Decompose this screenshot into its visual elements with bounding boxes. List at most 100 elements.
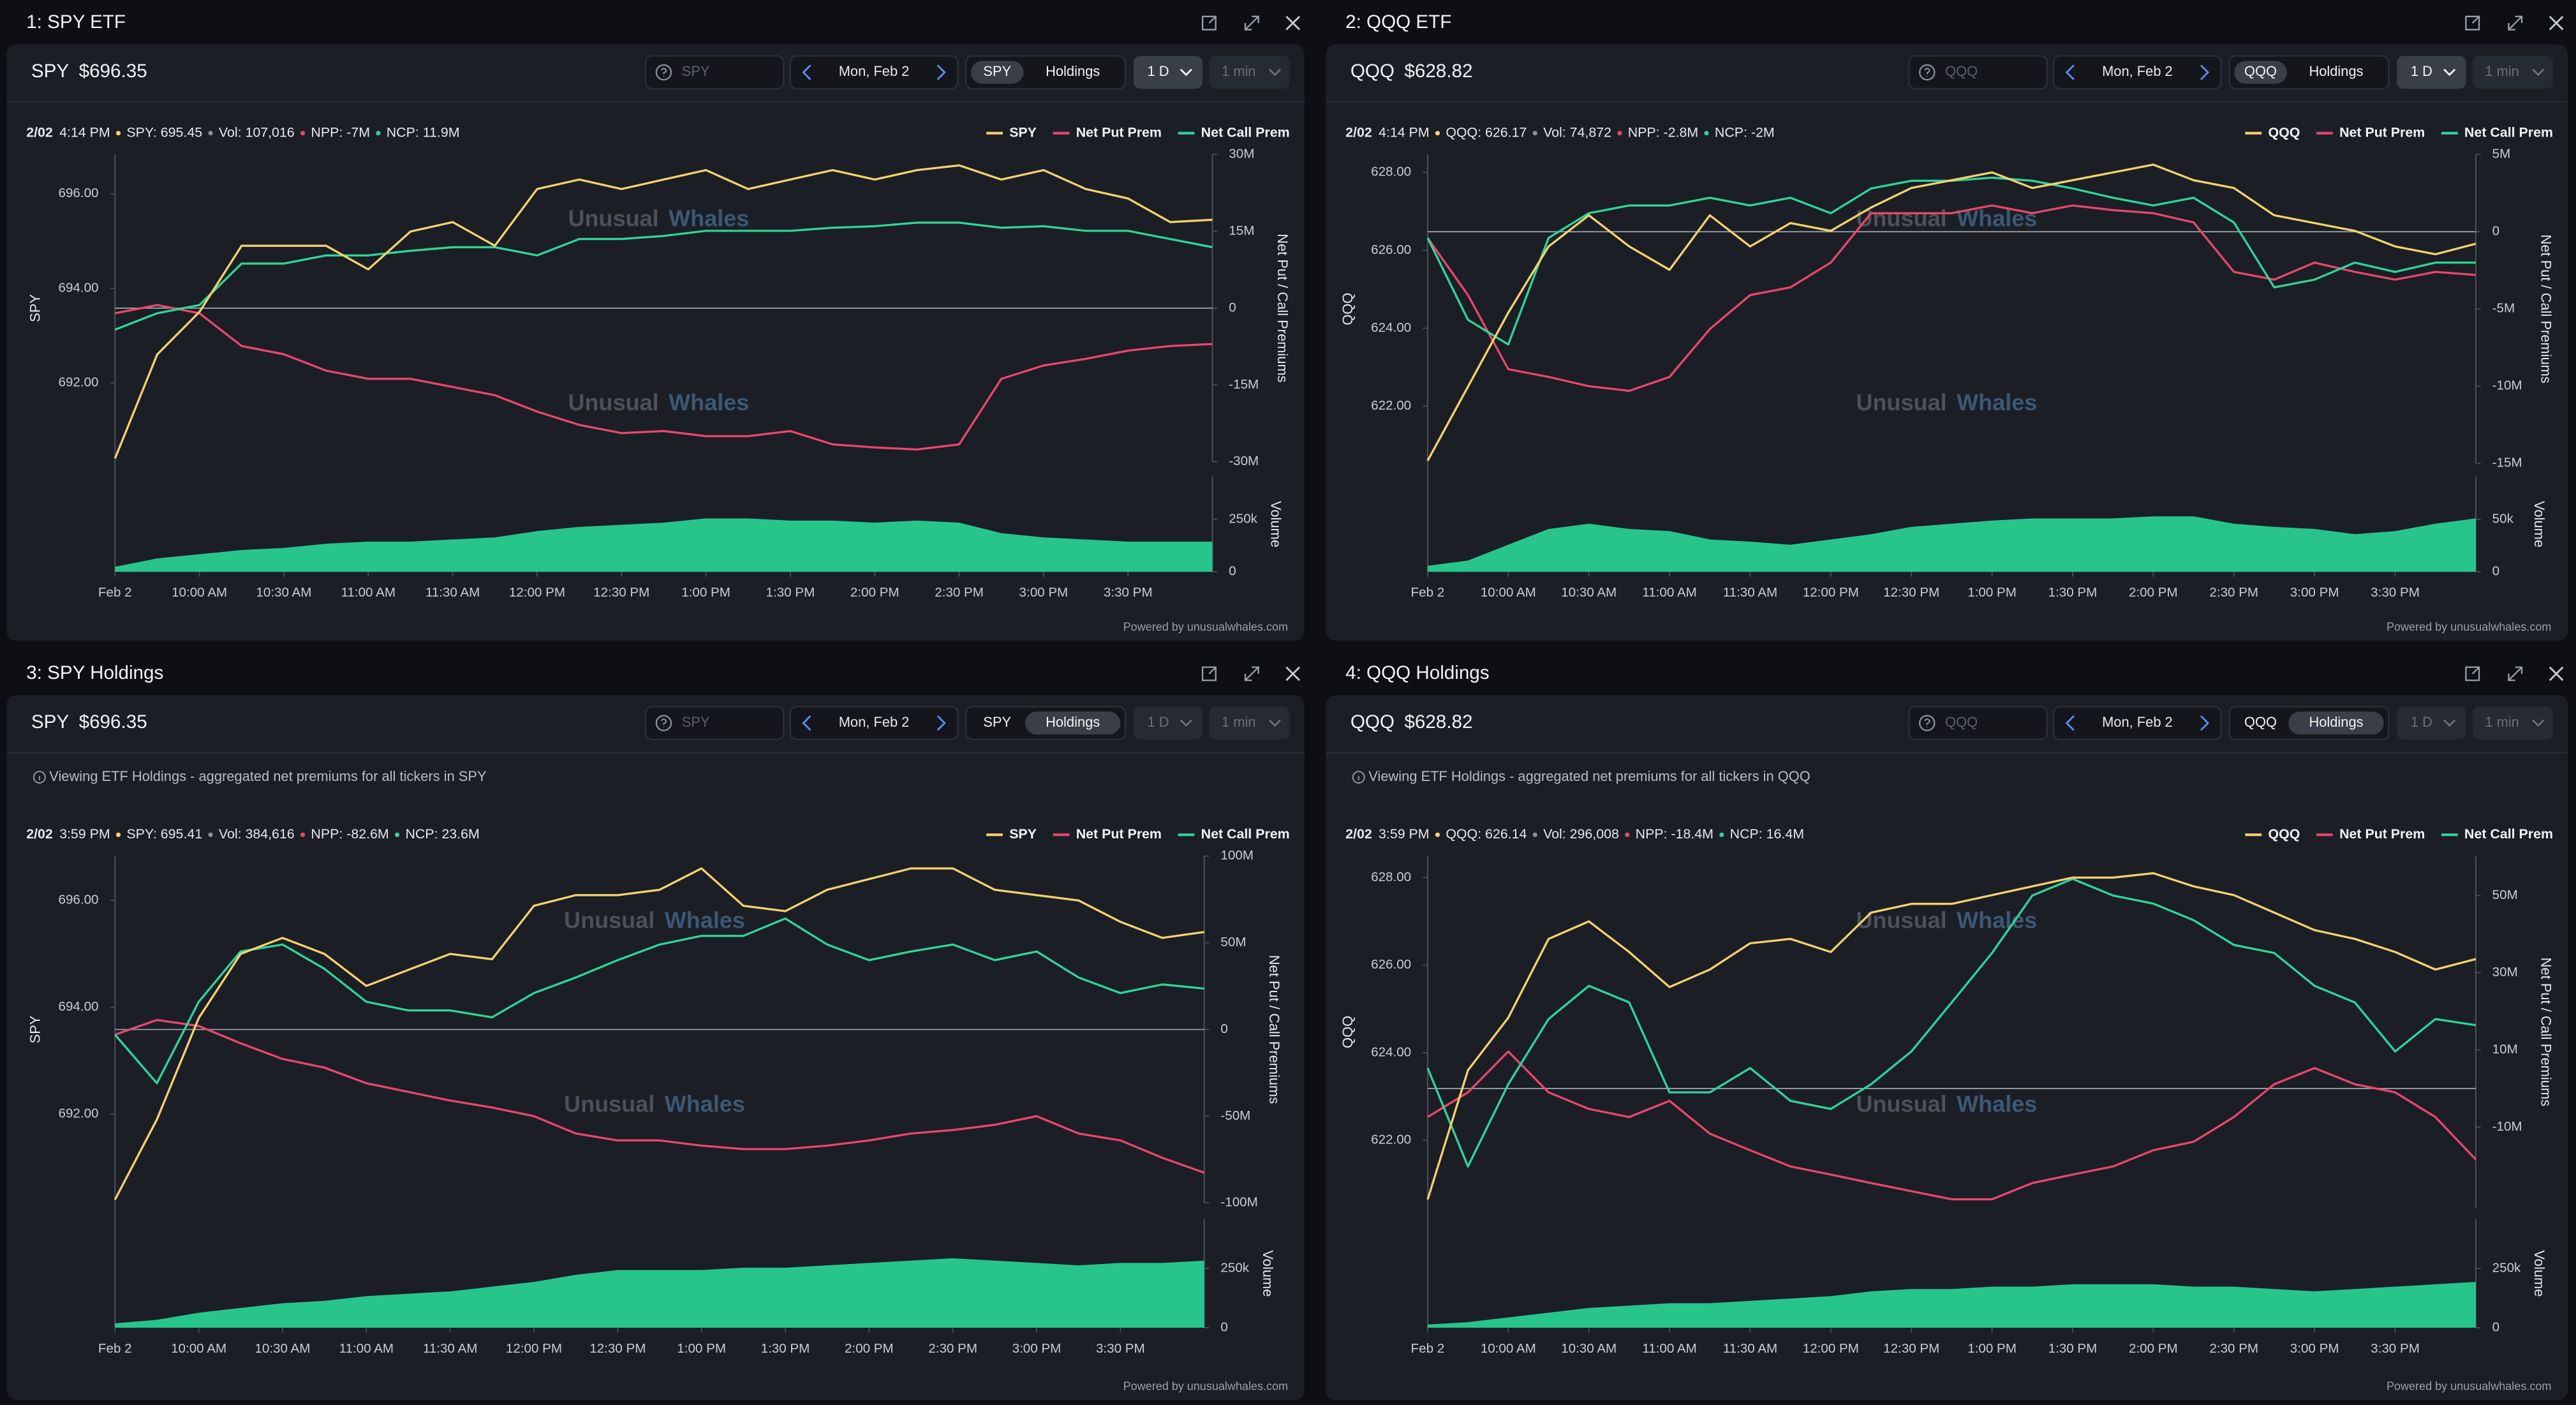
y2-axis-title: Net Put / Call Premiums — [1275, 234, 1291, 382]
expand-button[interactable] — [1244, 15, 1259, 31]
range-select[interactable] — [2397, 56, 2466, 89]
date-picker[interactable] — [2052, 706, 2223, 741]
info-bullet — [1704, 131, 1709, 136]
interval-select[interactable] — [2472, 56, 2553, 89]
legend-label[interactable]: Net Put Prem — [1076, 826, 1162, 842]
search-placeholder[interactable]: SPY — [682, 63, 710, 79]
next-day[interactable] — [2200, 64, 2210, 80]
expand-button[interactable] — [1244, 666, 1259, 681]
range-dropdown[interactable] — [2443, 719, 2455, 727]
legend-label[interactable]: QQQ — [2268, 826, 2300, 842]
legend-label[interactable]: SPY — [1009, 826, 1037, 842]
close-button[interactable] — [1285, 666, 1301, 681]
info-bullet — [1532, 832, 1537, 837]
search-box[interactable] — [1908, 706, 2048, 741]
date-picker[interactable] — [789, 706, 959, 741]
toggle-option[interactable]: SPY — [983, 63, 1011, 79]
volume-area-fill — [115, 1259, 1204, 1328]
y2-tick-label: 50M — [1220, 935, 1246, 949]
info-item: 3:59 PM — [1379, 826, 1430, 842]
previous-day[interactable] — [2065, 64, 2075, 80]
legend-label[interactable]: Net Call Prem — [2464, 826, 2553, 842]
legend-label[interactable]: QQQ — [2268, 124, 2300, 140]
toggle-option[interactable]: Holdings — [2309, 63, 2363, 79]
toggle-option[interactable]: QQQ — [2244, 714, 2277, 730]
search-box[interactable] — [644, 706, 785, 741]
previous-day[interactable] — [802, 715, 811, 731]
search-placeholder[interactable]: QQQ — [1945, 63, 1978, 79]
toggle-option[interactable]: QQQ — [2244, 63, 2277, 79]
range-dropdown[interactable] — [2443, 69, 2455, 77]
watermark: Unusual — [1856, 389, 1946, 415]
watermark: Unusual — [564, 1091, 655, 1117]
interval-dropdown[interactable] — [1269, 719, 1281, 727]
range-select[interactable] — [1133, 706, 1203, 740]
legend-label[interactable]: Net Put Prem — [2339, 826, 2425, 842]
interval-select[interactable] — [2472, 706, 2553, 740]
help-icon-mark — [1924, 718, 1930, 727]
series-line — [114, 304, 1213, 451]
volume-tick-label: 250k — [2492, 1261, 2521, 1275]
x-tick-label: 12:00 PM — [509, 585, 565, 600]
range-dropdown[interactable] — [1180, 719, 1192, 727]
x-tick-label: 1:30 PM — [761, 1341, 810, 1356]
interval-dropdown[interactable] — [1269, 69, 1281, 77]
popout-button[interactable] — [2465, 666, 2480, 681]
volume-axis-title: Volume — [2531, 501, 2547, 547]
search-box[interactable] — [1908, 55, 2048, 90]
info-item: Vol: 107,016 — [219, 124, 295, 140]
legend-label[interactable]: Net Put Prem — [1076, 124, 1162, 140]
search-box[interactable] — [644, 55, 785, 90]
legend-label[interactable]: Net Call Prem — [1201, 826, 1290, 842]
legend-label[interactable]: SPY — [1009, 124, 1037, 140]
volume-axis-title: Volume — [1268, 501, 1284, 547]
previous-day[interactable] — [802, 64, 811, 80]
info-item: 2/02 — [26, 826, 53, 842]
search-placeholder[interactable]: QQQ — [1945, 714, 1978, 730]
legend-label[interactable]: Net Call Prem — [2464, 124, 2553, 140]
legend-label[interactable]: Net Call Prem — [1201, 124, 1290, 140]
next-day[interactable] — [937, 64, 946, 80]
search-placeholder[interactable]: SPY — [682, 714, 710, 730]
date-picker[interactable] — [2052, 55, 2223, 90]
interval-select[interactable] — [1209, 706, 1290, 740]
interval-dropdown[interactable] — [2532, 69, 2544, 77]
previous-day[interactable] — [2065, 715, 2075, 731]
footer: Powered by unusualwhales.com — [1123, 1379, 1288, 1392]
range-select[interactable] — [1133, 56, 1203, 89]
expand-button[interactable] — [2508, 15, 2523, 31]
price: $696.35 — [79, 711, 147, 732]
info-item: SPY: 695.45 — [126, 124, 202, 140]
info-bullet — [115, 131, 121, 136]
popout-button[interactable] — [1201, 666, 1217, 681]
ticker: QQQ — [1351, 711, 1395, 732]
toggle-option[interactable]: Holdings — [2309, 714, 2363, 730]
series-line — [1426, 877, 2476, 1168]
popout-button[interactable] — [2465, 15, 2480, 31]
range-dropdown[interactable] — [1180, 69, 1192, 77]
y-axis-title: SPY — [27, 1015, 43, 1043]
date-label: Mon, Feb 2 — [2102, 714, 2173, 730]
toggle-option[interactable]: Holdings — [1046, 714, 1100, 730]
close-button[interactable] — [2549, 15, 2564, 31]
info-item: Vol: 296,008 — [1543, 826, 1619, 842]
x-tick-label: 1:00 PM — [1967, 585, 2017, 600]
next-day[interactable] — [937, 715, 946, 731]
range-select[interactable] — [2397, 706, 2466, 740]
panel-title: 2: QQQ ETF — [1345, 11, 1451, 33]
info-item: 3:59 PM — [59, 826, 110, 842]
next-day[interactable] — [2200, 715, 2210, 731]
legend-label[interactable]: Net Put Prem — [2339, 124, 2425, 140]
toggle-option[interactable]: Holdings — [1046, 63, 1100, 79]
toggle-option[interactable]: SPY — [983, 714, 1011, 730]
interval-dropdown[interactable] — [2532, 719, 2544, 727]
expand-button[interactable] — [2508, 666, 2523, 681]
popout-button[interactable] — [1201, 15, 1217, 31]
interval-select[interactable] — [1209, 56, 1290, 89]
close-button[interactable] — [1285, 15, 1301, 31]
date-picker[interactable] — [789, 55, 959, 90]
close-button[interactable] — [2549, 666, 2564, 681]
help-icon — [1919, 715, 1936, 731]
info-bullet — [1532, 131, 1537, 136]
